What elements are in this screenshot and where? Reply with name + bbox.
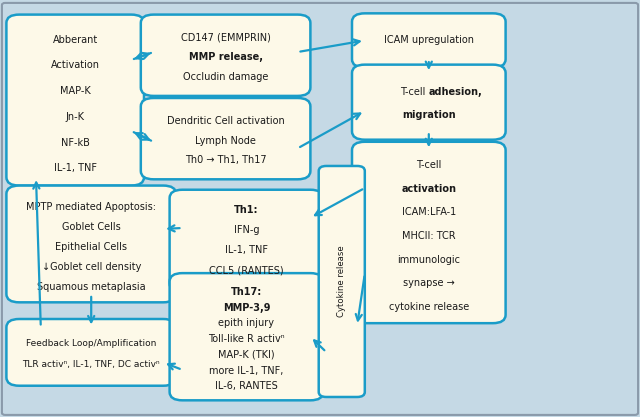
Text: IL-1, TNF: IL-1, TNF xyxy=(54,163,97,173)
Text: epith injury: epith injury xyxy=(218,318,275,328)
Text: synapse →: synapse → xyxy=(403,278,454,288)
FancyBboxPatch shape xyxy=(170,190,323,292)
FancyBboxPatch shape xyxy=(6,186,176,302)
Text: MHCII: TCR: MHCII: TCR xyxy=(402,231,456,241)
Text: TLR activⁿ, IL-1, TNF, DC activⁿ: TLR activⁿ, IL-1, TNF, DC activⁿ xyxy=(22,360,160,369)
Text: Dendritic Cell activation: Dendritic Cell activation xyxy=(167,116,284,126)
Text: ICAM upregulation: ICAM upregulation xyxy=(384,35,474,45)
Text: Squamous metaplasia: Squamous metaplasia xyxy=(37,282,145,292)
FancyBboxPatch shape xyxy=(352,13,506,68)
Text: T-cell: T-cell xyxy=(416,161,442,171)
Text: immunologic: immunologic xyxy=(397,254,460,264)
FancyBboxPatch shape xyxy=(141,15,310,96)
Text: Abberant: Abberant xyxy=(52,35,98,45)
Text: MAP-K: MAP-K xyxy=(60,86,91,96)
Text: IL-6, RANTES: IL-6, RANTES xyxy=(215,382,278,392)
Text: T-cell: T-cell xyxy=(400,87,429,97)
FancyBboxPatch shape xyxy=(170,273,323,400)
Text: cytokine release: cytokine release xyxy=(388,301,469,311)
FancyBboxPatch shape xyxy=(6,319,176,386)
Text: adhesion,: adhesion, xyxy=(429,87,483,97)
Text: Activation: Activation xyxy=(51,60,100,70)
Text: migration: migration xyxy=(402,110,456,120)
Text: activation: activation xyxy=(401,184,456,194)
Text: Jn-K: Jn-K xyxy=(66,112,84,122)
Text: Th0 → Th1, Th17: Th0 → Th1, Th17 xyxy=(185,155,266,165)
Text: Cytokine release: Cytokine release xyxy=(337,246,346,317)
FancyBboxPatch shape xyxy=(319,166,365,397)
Text: Feedback Loop/Amplification: Feedback Loop/Amplification xyxy=(26,339,156,348)
FancyBboxPatch shape xyxy=(2,3,638,415)
Text: MMP-3,9: MMP-3,9 xyxy=(223,302,270,312)
Text: ICAM:LFA-1: ICAM:LFA-1 xyxy=(402,208,456,218)
Text: more IL-1, TNF,: more IL-1, TNF, xyxy=(209,366,284,376)
FancyBboxPatch shape xyxy=(352,65,506,140)
Text: IL-1, TNF: IL-1, TNF xyxy=(225,245,268,255)
Text: IFN-g: IFN-g xyxy=(234,225,259,235)
Text: Th17:: Th17: xyxy=(231,287,262,297)
Text: Lymph Node: Lymph Node xyxy=(195,136,256,146)
Text: Goblet Cells: Goblet Cells xyxy=(62,222,120,232)
Text: Th1:: Th1: xyxy=(234,206,259,216)
Text: MMP release,: MMP release, xyxy=(189,52,262,62)
Text: ↓Goblet cell density: ↓Goblet cell density xyxy=(42,262,141,272)
Text: CCL5 (RANTES): CCL5 (RANTES) xyxy=(209,265,284,275)
FancyBboxPatch shape xyxy=(352,142,506,323)
Text: Occludin damage: Occludin damage xyxy=(183,72,268,82)
FancyBboxPatch shape xyxy=(141,98,310,179)
Text: MPTP mediated Apoptosis:: MPTP mediated Apoptosis: xyxy=(26,202,156,212)
Text: Epithelial Cells: Epithelial Cells xyxy=(55,242,127,252)
FancyBboxPatch shape xyxy=(6,15,144,186)
Text: MAP-K (TKI): MAP-K (TKI) xyxy=(218,350,275,360)
Text: CD147 (EMMPRIN): CD147 (EMMPRIN) xyxy=(180,33,271,43)
Text: Toll-like R activⁿ: Toll-like R activⁿ xyxy=(208,334,285,344)
Text: NF-kB: NF-kB xyxy=(61,138,90,148)
